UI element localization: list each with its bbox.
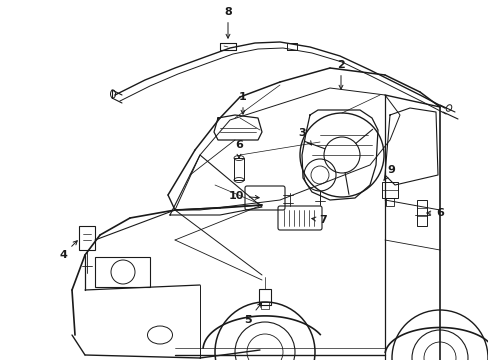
Text: 7: 7 xyxy=(311,215,326,225)
Bar xyxy=(381,182,397,198)
Text: 10: 10 xyxy=(228,191,259,201)
Bar xyxy=(385,198,393,206)
Text: 5: 5 xyxy=(244,303,261,325)
Bar xyxy=(261,302,268,309)
Bar xyxy=(259,289,270,305)
Text: 1: 1 xyxy=(239,92,246,114)
Text: 4: 4 xyxy=(59,241,77,260)
Text: 3: 3 xyxy=(298,128,311,145)
Bar xyxy=(234,158,244,180)
Text: 9: 9 xyxy=(383,165,394,180)
Text: 8: 8 xyxy=(224,7,231,38)
Text: 2: 2 xyxy=(336,60,344,89)
Text: 6: 6 xyxy=(235,140,243,158)
Text: 6: 6 xyxy=(426,208,443,218)
Bar xyxy=(79,226,95,250)
Bar xyxy=(416,200,426,226)
Bar xyxy=(95,257,150,287)
